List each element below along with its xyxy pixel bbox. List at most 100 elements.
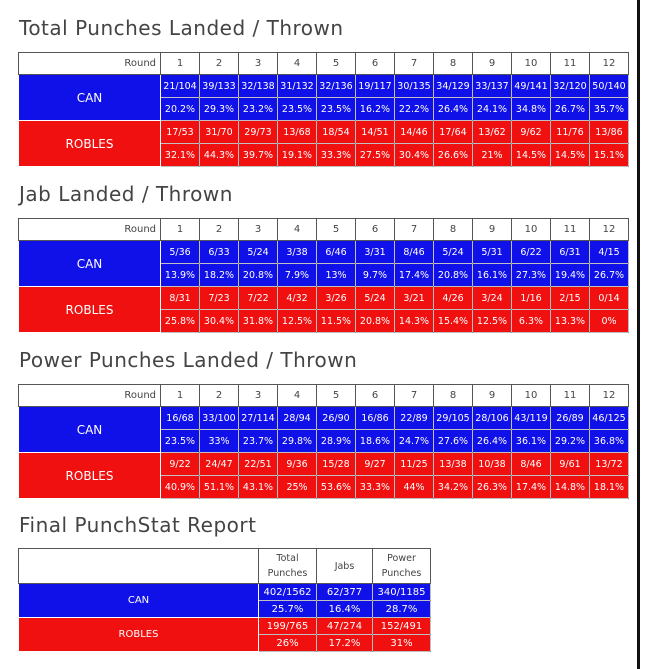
percent-cell: 39.7% xyxy=(238,143,278,167)
landed-thrown-cell: 4/26 xyxy=(433,286,473,310)
stats-table: Round 1 2 3 4 5 6 7 8 9 10 11 12 CAN 21/104 39/133 32/13… xyxy=(18,52,629,167)
landed-thrown-cell: 4/32 xyxy=(277,286,317,310)
landed-thrown-cell: 14/51 xyxy=(355,120,395,144)
percent-cell: 11.5% xyxy=(316,309,356,333)
percent-cell: 24.1% xyxy=(472,97,512,121)
landed-thrown-cell: 7/23 xyxy=(199,286,239,310)
landed-thrown-cell: 0/14 xyxy=(589,286,629,310)
landed-thrown-cell: 340/1185 xyxy=(372,583,431,601)
stats-table: Round 1 2 3 4 5 6 7 8 9 10 11 12 CAN 5/36 6/33 5/24 3/38 6… xyxy=(18,218,629,333)
landed-thrown-cell: 3/24 xyxy=(472,286,512,310)
round-number: 9 xyxy=(472,384,512,407)
landed-thrown-cell: 9/62 xyxy=(511,120,551,144)
landed-thrown-cell: 16/68 xyxy=(160,406,200,430)
team-name: ROBLES xyxy=(18,452,161,499)
landed-thrown-cell: 17/64 xyxy=(433,120,473,144)
percent-cell: 14.5% xyxy=(511,143,551,167)
percent-cell: 33.3% xyxy=(316,143,356,167)
team-fraction-row: ROBLES 17/53 31/70 29/73 13/68 18/54 14/51 14/4… xyxy=(18,120,629,167)
percent-cell: 25.8% xyxy=(160,309,200,333)
round-number: 5 xyxy=(316,384,356,407)
percent-cell: 18.1% xyxy=(589,475,629,499)
round-number: 9 xyxy=(472,52,512,75)
team-name: ROBLES xyxy=(18,120,161,167)
team-percent-row: 25.8% 30.4% 31.8% 12.5% 11.5% 20.8% 14.3% 15.4%… xyxy=(19,309,629,333)
percent-cell: 27.6% xyxy=(433,429,473,453)
percent-cell: 18.6% xyxy=(355,429,395,453)
landed-thrown-cell: 27/114 xyxy=(238,406,278,430)
percent-cell: 26.3% xyxy=(472,475,512,499)
percent-cell: 17.4% xyxy=(511,475,551,499)
percent-cell: 20.8% xyxy=(238,263,278,287)
vertical-divider xyxy=(637,0,640,669)
percent-cell: 12.5% xyxy=(277,309,317,333)
round-number: 4 xyxy=(277,52,317,75)
landed-thrown-cell: 4/15 xyxy=(589,240,629,264)
empty-header xyxy=(18,548,259,584)
landed-thrown-cell: 10/38 xyxy=(472,452,512,476)
percent-cell: 31.8% xyxy=(238,309,278,333)
percent-cell: 43.1% xyxy=(238,475,278,499)
round-number: 9 xyxy=(472,218,512,241)
team-percent-row: 32.1% 44.3% 39.7% 19.1% 33.3% 27.5% 30.4% 26.6%… xyxy=(19,143,629,167)
landed-thrown-cell: 26/89 xyxy=(550,406,590,430)
percent-cell: 20.2% xyxy=(160,97,200,121)
landed-thrown-cell: 11/25 xyxy=(394,452,434,476)
landed-thrown-cell: 62/377 xyxy=(316,583,373,601)
landed-thrown-cell: 5/31 xyxy=(472,240,512,264)
round-number: 1 xyxy=(160,52,200,75)
round-number: 2 xyxy=(199,384,239,407)
round-label: Round xyxy=(18,218,161,241)
column-header: Total Punches xyxy=(258,548,317,584)
header-row: Round 1 2 3 4 5 6 7 8 9 10 11 12 xyxy=(18,384,629,407)
landed-thrown-cell: 6/33 xyxy=(199,240,239,264)
landed-thrown-cell: 9/61 xyxy=(550,452,590,476)
percent-cell: 25% xyxy=(277,475,317,499)
team-percent-row: 23.5% 33% 23.7% 29.8% 28.9% 18.6% 24.7% 27.6% 26… xyxy=(19,429,629,453)
round-number: 7 xyxy=(394,384,434,407)
percent-cell: 14.5% xyxy=(550,143,590,167)
percent-cell: 30.4% xyxy=(199,309,239,333)
landed-thrown-cell: 19/117 xyxy=(355,74,395,98)
percent-cell: 40.9% xyxy=(160,475,200,499)
landed-thrown-cell: 402/1562 xyxy=(258,583,317,601)
final-fraction-row: ROBLES 199/765 47/274 152/491 xyxy=(18,617,431,652)
landed-thrown-cell: 31/132 xyxy=(277,74,317,98)
round-number: 2 xyxy=(199,52,239,75)
percent-cell: 19.1% xyxy=(277,143,317,167)
percent-cell: 13% xyxy=(316,263,356,287)
landed-thrown-cell: 1/16 xyxy=(511,286,551,310)
percent-cell: 29.3% xyxy=(199,97,239,121)
percent-cell: 44.3% xyxy=(199,143,239,167)
landed-thrown-cell: 13/62 xyxy=(472,120,512,144)
landed-thrown-cell: 17/53 xyxy=(160,120,200,144)
landed-thrown-cell: 6/31 xyxy=(550,240,590,264)
landed-thrown-cell: 31/70 xyxy=(199,120,239,144)
header-row: Round 1 2 3 4 5 6 7 8 9 10 11 12 xyxy=(18,52,629,75)
round-number: 11 xyxy=(550,218,590,241)
percent-cell: 26.4% xyxy=(433,97,473,121)
round-number: 6 xyxy=(355,384,395,407)
percent-cell: 20.8% xyxy=(433,263,473,287)
round-number: 11 xyxy=(550,384,590,407)
percent-cell: 18.2% xyxy=(199,263,239,287)
landed-thrown-cell: 13/68 xyxy=(277,120,317,144)
percent-cell: 12.5% xyxy=(472,309,512,333)
percent-cell: 36.8% xyxy=(589,429,629,453)
percent-cell: 33.3% xyxy=(355,475,395,499)
landed-thrown-cell: 8/31 xyxy=(160,286,200,310)
percent-cell: 27.3% xyxy=(511,263,551,287)
percent-cell: 19.4% xyxy=(550,263,590,287)
landed-thrown-cell: 16/86 xyxy=(355,406,395,430)
landed-thrown-cell: 21/104 xyxy=(160,74,200,98)
percent-cell: 23.5% xyxy=(316,97,356,121)
percent-cell: 23.5% xyxy=(277,97,317,121)
landed-thrown-cell: 11/76 xyxy=(550,120,590,144)
round-number: 6 xyxy=(355,218,395,241)
round-number: 5 xyxy=(316,218,356,241)
percent-cell: 53.6% xyxy=(316,475,356,499)
landed-thrown-cell: 5/36 xyxy=(160,240,200,264)
percent-cell: 17.4% xyxy=(394,263,434,287)
landed-thrown-cell: 32/120 xyxy=(550,74,590,98)
landed-thrown-cell: 33/100 xyxy=(199,406,239,430)
